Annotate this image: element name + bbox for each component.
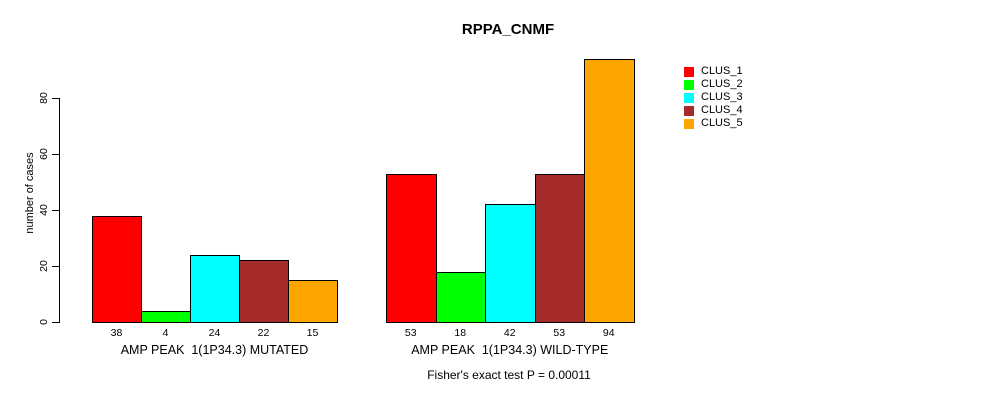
legend-label: CLUS_1 — [701, 65, 743, 77]
legend-item: CLUS_2 — [684, 78, 743, 91]
legend-swatch — [684, 105, 694, 116]
legend-swatch — [684, 79, 694, 90]
legend-swatch — [684, 118, 694, 129]
legend-item: CLUS_3 — [684, 91, 743, 104]
chart-title: RPPA_CNMF — [461, 21, 555, 38]
y-axis-tick — [52, 210, 59, 211]
bar-value-label: 38 — [110, 327, 123, 339]
y-axis-tick — [52, 322, 59, 323]
bar-clus_2 — [435, 271, 486, 323]
bar-value-label: 42 — [503, 327, 516, 339]
bar-value-label: 15 — [306, 327, 319, 339]
bar-clus_5 — [584, 58, 635, 323]
bar-clus_3 — [190, 254, 240, 323]
bar-value-label: 4 — [162, 327, 169, 339]
annotation-text: Fisher's exact test P = 0.00011 — [427, 368, 591, 382]
legend-swatch — [684, 92, 694, 103]
legend-label: CLUS_3 — [701, 91, 743, 103]
bar-clus_1 — [386, 173, 437, 323]
x-group-label: AMP PEAK 1(1P34.3) MUTATED — [120, 343, 309, 357]
y-axis-tick-label: 80 — [38, 92, 50, 104]
y-axis-tick — [52, 98, 59, 99]
legend-label: CLUS_5 — [701, 117, 743, 129]
bar-value-label: 94 — [602, 327, 615, 339]
legend-label: CLUS_4 — [701, 104, 743, 116]
bar-value-label: 22 — [257, 327, 270, 339]
y-axis-tick-label: 40 — [38, 204, 50, 216]
bar-clus_1 — [92, 215, 142, 323]
bar-clus_4 — [534, 173, 585, 323]
x-group-label: AMP PEAK 1(1P34.3) WILD-TYPE — [411, 343, 609, 357]
y-axis-tick-label: 20 — [38, 260, 50, 272]
legend-item: CLUS_4 — [684, 104, 743, 117]
y-axis-tick — [52, 154, 59, 155]
bar-value-label: 24 — [208, 327, 221, 339]
y-axis-line — [59, 98, 60, 323]
legend-swatch — [684, 66, 694, 77]
legend-item: CLUS_5 — [684, 117, 743, 130]
bar-value-label: 53 — [553, 327, 566, 339]
bar-clus_2 — [141, 310, 191, 323]
y-axis-tick-label: 0 — [38, 319, 50, 325]
bar-value-label: 53 — [404, 327, 417, 339]
legend-item: CLUS_1 — [684, 65, 743, 78]
bar-value-label: 18 — [454, 327, 467, 339]
bar-clus_5 — [288, 280, 338, 323]
bar-clus_4 — [239, 260, 289, 323]
y-axis-tick-label: 60 — [38, 148, 50, 160]
bar-clus_3 — [485, 204, 536, 323]
legend: CLUS_1 CLUS_2 CLUS_3 CLUS_4 CLUS_5 — [684, 65, 743, 130]
y-axis-tick — [52, 266, 59, 267]
legend-label: CLUS_2 — [701, 78, 743, 90]
